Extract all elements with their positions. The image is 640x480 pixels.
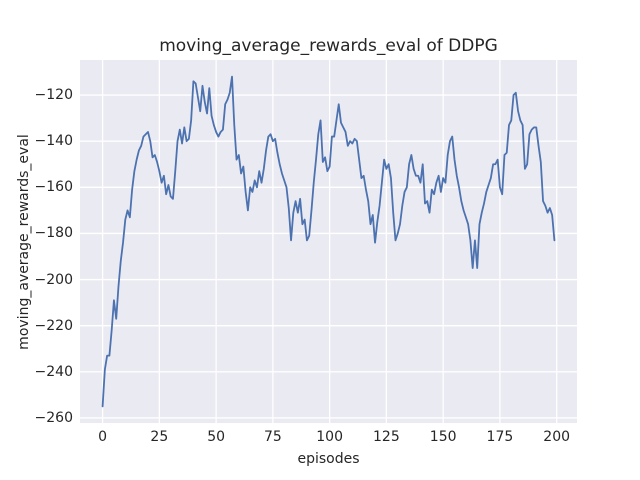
plot-area [80,60,577,423]
x-tick-label: 200 [543,429,571,445]
data-series-line [101,75,556,408]
y-tick-label: −240 [34,363,73,380]
x-tick-label: 75 [263,429,282,445]
x-tick-label: 150 [429,429,457,445]
x-tick-label: 100 [316,429,343,445]
x-tick-label: 125 [373,429,400,445]
y-axis-label: moving_average_rewards_eval [16,134,32,350]
y-tick-label: −180 [34,225,73,242]
x-tick-label: 0 [98,429,108,445]
y-tick-label: −200 [34,271,73,288]
y-tick-label: −220 [34,317,73,334]
x-axis-label: episodes [297,451,360,467]
x-tick-label: 25 [150,429,169,445]
y-tick-label: −140 [34,133,73,150]
y-tick-label: −120 [34,87,73,104]
y-tick-label: −260 [34,409,73,426]
chart-title: moving_average_rewards_eval of DDPG [159,36,498,56]
x-tick-label: 50 [207,429,226,445]
line-chart [80,60,577,423]
x-tick-label: 175 [486,429,514,445]
y-tick-label: −160 [34,179,73,196]
